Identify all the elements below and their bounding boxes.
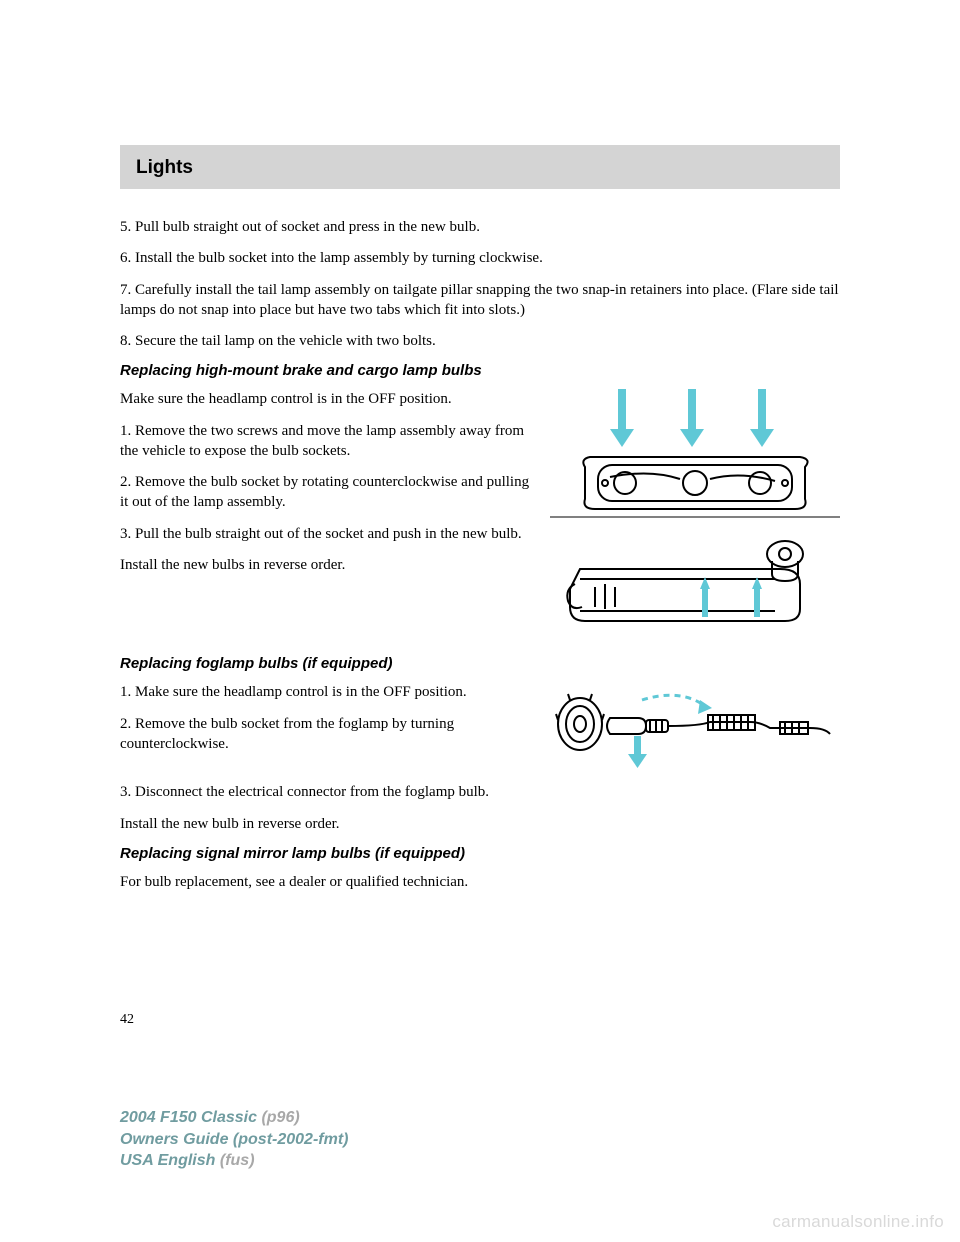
footer-line3: USA English (fus) bbox=[120, 1150, 348, 1172]
step-8: 8. Secure the tail lamp on the vehicle w… bbox=[120, 331, 840, 351]
foglamp-p2: 2. Remove the bulb socket from the fogla… bbox=[120, 714, 536, 755]
highmount-illustrations bbox=[550, 389, 840, 649]
highmount-block: Make sure the headlamp control is in the… bbox=[120, 389, 840, 649]
watermark: carmanualsonline.info bbox=[772, 1212, 944, 1232]
step-5: 5. Pull bulb straight out of socket and … bbox=[120, 217, 840, 237]
step-6: 6. Install the bulb socket into the lamp… bbox=[120, 248, 840, 268]
footer: 2004 F150 Classic (p96) Owners Guide (po… bbox=[120, 1107, 348, 1172]
illustration-foglamp bbox=[550, 682, 840, 772]
page-number: 42 bbox=[120, 1012, 840, 1028]
highmount-text: Make sure the headlamp control is in the… bbox=[120, 389, 536, 586]
step-7: 7. Carefully install the tail lamp assem… bbox=[120, 280, 840, 321]
highmount-p1: Make sure the headlamp control is in the… bbox=[120, 389, 536, 409]
footer-line2: Owners Guide (post-2002-fmt) bbox=[120, 1129, 348, 1151]
illustration-highmount-top bbox=[550, 389, 840, 519]
foglamp-p1: 1. Make sure the headlamp control is in … bbox=[120, 682, 536, 702]
subhead-signalmirror: Replacing signal mirror lamp bulbs (if e… bbox=[120, 845, 840, 862]
signalmirror-p1: For bulb replacement, see a dealer or qu… bbox=[120, 872, 840, 892]
foglamp-illustration bbox=[550, 682, 840, 782]
page-content: Lights 5. Pull bulb straight out of sock… bbox=[0, 0, 960, 1028]
footer-code1: (p96) bbox=[261, 1109, 299, 1126]
highmount-p3: 2. Remove the bulb socket by rotating co… bbox=[120, 472, 536, 513]
subhead-foglamp: Replacing foglamp bulbs (if equipped) bbox=[120, 655, 840, 672]
highmount-p5: Install the new bulbs in reverse order. bbox=[120, 555, 536, 575]
subhead-highmount: Replacing high-mount brake and cargo lam… bbox=[120, 362, 840, 379]
footer-code2: (fus) bbox=[220, 1152, 255, 1169]
highmount-p2: 1. Remove the two screws and move the la… bbox=[120, 421, 536, 462]
foglamp-block: 1. Make sure the headlamp control is in … bbox=[120, 682, 840, 782]
section-title: Lights bbox=[136, 157, 824, 179]
highmount-p4: 3. Pull the bulb straight out of the soc… bbox=[120, 524, 536, 544]
foglamp-text: 1. Make sure the headlamp control is in … bbox=[120, 682, 536, 765]
foglamp-p3: 3. Disconnect the electrical connector f… bbox=[120, 782, 840, 802]
footer-lang: USA English bbox=[120, 1152, 220, 1169]
footer-model: 2004 F150 Classic bbox=[120, 1109, 261, 1126]
footer-line1: 2004 F150 Classic (p96) bbox=[120, 1107, 348, 1129]
illustration-highmount-bottom bbox=[550, 529, 840, 639]
foglamp-p4: Install the new bulb in reverse order. bbox=[120, 814, 840, 834]
section-header: Lights bbox=[120, 145, 840, 189]
